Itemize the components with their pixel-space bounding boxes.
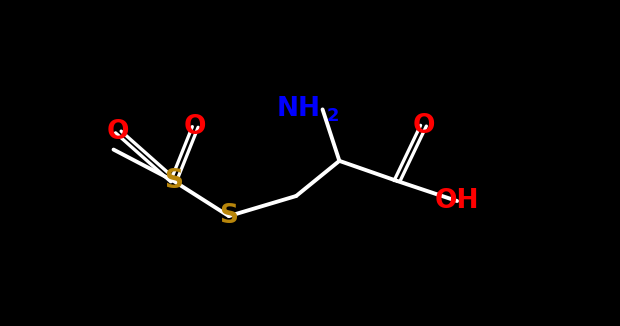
- Text: O: O: [107, 119, 130, 145]
- Text: 2: 2: [327, 107, 339, 125]
- Text: OH: OH: [435, 188, 479, 214]
- Text: O: O: [184, 114, 206, 140]
- Text: NH: NH: [276, 96, 320, 122]
- Text: O: O: [412, 113, 435, 139]
- Text: S: S: [164, 168, 183, 194]
- Text: S: S: [219, 203, 238, 229]
